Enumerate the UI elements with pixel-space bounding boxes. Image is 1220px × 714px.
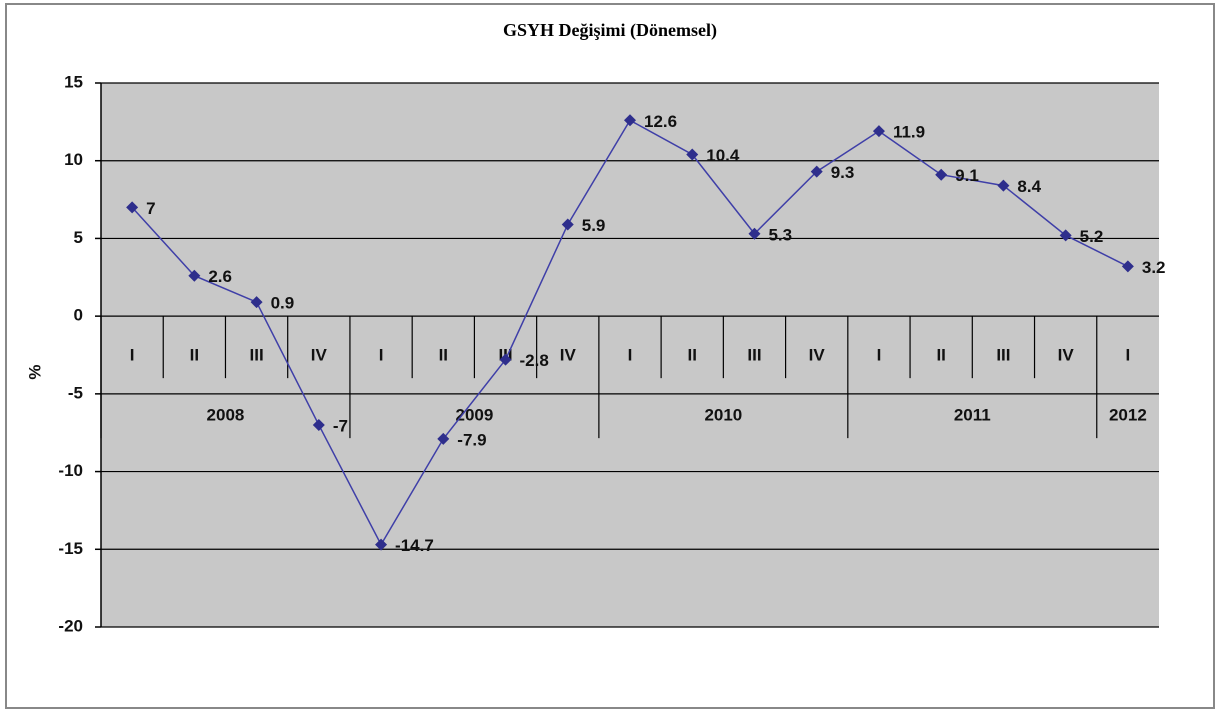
marker xyxy=(437,432,450,445)
x-tick-label: III xyxy=(996,346,1010,365)
marker xyxy=(561,218,574,231)
marker xyxy=(312,418,325,431)
marker xyxy=(375,538,388,551)
x-tick-label: II xyxy=(439,346,448,365)
data-label: 3.2 xyxy=(1142,258,1166,277)
data-label: 9.1 xyxy=(955,166,979,185)
data-label: 5.2 xyxy=(1080,227,1104,246)
y-tick-label: -15 xyxy=(58,539,83,558)
data-label: 8.4 xyxy=(1017,177,1041,196)
marker xyxy=(624,114,636,127)
data-label: 0.9 xyxy=(271,294,295,313)
y-tick-label: -10 xyxy=(58,461,83,480)
data-label: 2.6 xyxy=(208,267,232,286)
x-tick-label: I xyxy=(628,346,633,365)
data-label: 5.9 xyxy=(582,216,606,235)
y-tick-label: 0 xyxy=(74,306,83,325)
marker xyxy=(935,168,948,181)
x-tick-label: II xyxy=(190,346,199,365)
x-tick-label: II xyxy=(688,346,697,365)
marker xyxy=(1121,260,1134,273)
marker xyxy=(1059,229,1072,242)
x-tick-label: II xyxy=(936,346,945,365)
group-label: 2008 xyxy=(207,406,245,425)
x-tick-label: IV xyxy=(809,346,826,365)
x-tick-label: III xyxy=(747,346,761,365)
marker xyxy=(250,296,263,309)
data-label: 12.6 xyxy=(644,112,677,131)
chart-title: GSYH Değişimi (Dönemsel) xyxy=(503,20,717,41)
marker xyxy=(748,227,761,240)
data-label: -7 xyxy=(333,416,348,435)
x-tick-label: I xyxy=(1126,346,1131,365)
x-tick-label: IV xyxy=(1058,346,1075,365)
y-tick-label: -20 xyxy=(58,616,83,635)
group-label: 2011 xyxy=(954,406,991,425)
marker xyxy=(126,201,139,214)
y-tick-label: -5 xyxy=(68,383,83,402)
x-tick-label: IV xyxy=(560,346,577,365)
x-tick-label: IV xyxy=(311,346,328,365)
data-label: 11.9 xyxy=(893,123,925,142)
marker xyxy=(188,269,201,282)
data-label: -14.7 xyxy=(395,536,434,555)
plot-area xyxy=(101,83,1159,627)
x-tick-label: I xyxy=(130,346,135,365)
y-tick-label: 15 xyxy=(64,72,83,91)
marker xyxy=(686,148,699,161)
marker xyxy=(997,179,1010,192)
data-label: 5.3 xyxy=(768,225,792,244)
data-label: 10.4 xyxy=(706,146,740,165)
marker xyxy=(499,353,512,366)
y-axis-label: % xyxy=(25,364,44,379)
group-label: 2010 xyxy=(704,406,742,425)
marker xyxy=(810,165,823,178)
data-label: -7.9 xyxy=(457,430,486,449)
y-tick-label: 10 xyxy=(64,150,83,169)
y-tick-label: 5 xyxy=(74,228,83,247)
data-label: -2.8 xyxy=(520,351,549,370)
data-label: 9.3 xyxy=(831,163,855,182)
group-label: 2012 xyxy=(1109,406,1147,425)
x-tick-label: I xyxy=(379,346,384,365)
x-tick-label: III xyxy=(250,346,264,365)
data-label: 7 xyxy=(146,199,155,218)
marker xyxy=(872,125,885,138)
x-tick-label: I xyxy=(877,346,882,365)
